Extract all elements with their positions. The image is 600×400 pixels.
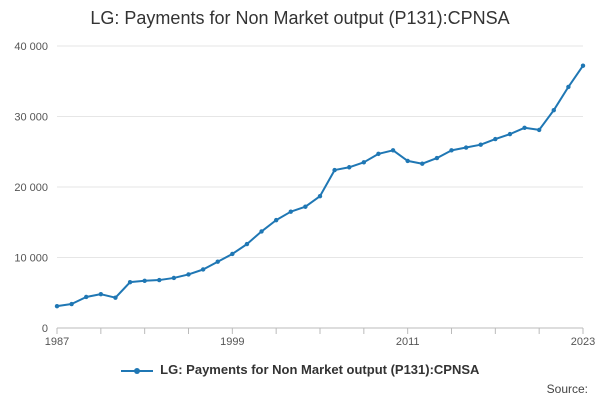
data-point [273, 217, 279, 223]
data-point [507, 131, 513, 137]
data-point [390, 148, 396, 153]
data-point [157, 277, 162, 283]
y-tick-label: 0 [42, 323, 48, 335]
data-point [288, 209, 293, 214]
data-point [361, 160, 367, 165]
data-point [69, 301, 74, 307]
data-point [463, 145, 469, 150]
data-point [536, 127, 542, 133]
legend[interactable]: LG: Payments for Non Market output (P131… [0, 362, 600, 377]
data-point [98, 291, 104, 297]
x-tick-label: 2023 [571, 336, 595, 348]
x-tick-label: 1999 [220, 336, 244, 348]
source-label: Source: [546, 382, 588, 396]
data-point [259, 229, 264, 234]
data-point [580, 63, 586, 68]
x-tick-label: 1987 [45, 336, 69, 348]
data-point [434, 155, 440, 161]
data-point [113, 295, 118, 300]
data-point [142, 278, 147, 283]
data-point [230, 251, 235, 257]
data-point [127, 279, 133, 285]
x-tick-label: 2011 [396, 336, 420, 348]
gridlines [57, 45, 583, 258]
chart-title: LG: Payments for Non Market output (P131… [90, 8, 510, 28]
series-layer [54, 63, 586, 309]
data-point [347, 165, 352, 170]
data-point [478, 142, 483, 147]
data-point [244, 241, 250, 247]
data-point [54, 303, 60, 309]
data-point [566, 84, 571, 90]
legend-label: LG: Payments for Non Market output (P131… [160, 362, 480, 377]
y-tick-label: 10 000 [14, 253, 48, 265]
data-point [551, 107, 556, 113]
data-point [186, 272, 191, 277]
data-point [332, 167, 337, 173]
data-point [449, 148, 454, 153]
legend-swatch-icon [120, 366, 153, 376]
data-point [303, 204, 308, 209]
data-point [171, 275, 177, 281]
data-point [493, 136, 498, 142]
y-tick-label: 40 000 [14, 41, 48, 53]
data-point [420, 161, 425, 166]
data-point [84, 294, 89, 300]
data-point [317, 193, 323, 199]
data-point [376, 151, 381, 157]
data-point [200, 267, 206, 272]
y-tick-label: 20 000 [14, 182, 48, 194]
data-point [522, 125, 527, 130]
y-tick-label: 30 000 [14, 112, 48, 124]
data-point [215, 259, 220, 264]
series-line [56, 65, 584, 308]
data-point [405, 158, 410, 164]
axes: 0 10 000 20 000 30 000 40 000 1987 1999 2011 202… [14, 41, 595, 348]
